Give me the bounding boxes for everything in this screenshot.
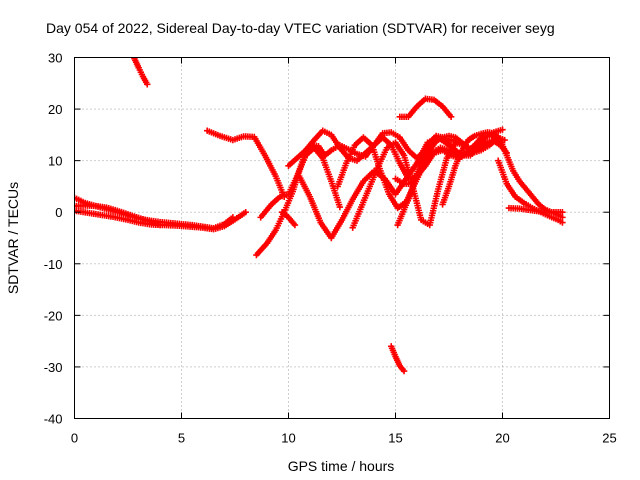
plot-frame [74, 57, 610, 419]
series-markers [388, 343, 408, 375]
y-tick-label: 10 [48, 154, 62, 169]
series-arc-15 [439, 129, 566, 221]
series-markers [74, 202, 164, 229]
series-markers [396, 95, 455, 121]
series-arc-18 [396, 95, 455, 121]
y-axis-label: SDTVAR / TECUs [5, 182, 21, 294]
series-markers [505, 204, 566, 216]
series-arc-19 [388, 343, 408, 375]
x-axis-label: GPS time / hours [288, 458, 395, 474]
x-tick-label: 0 [71, 431, 78, 446]
series-markers [439, 129, 566, 221]
x-tick-label: 5 [178, 431, 185, 446]
y-tick-label: -10 [44, 257, 63, 272]
series-markers [392, 132, 504, 188]
grid [74, 57, 610, 419]
x-tick-label: 25 [602, 431, 616, 446]
series-arc-04 [131, 57, 151, 88]
axis-ticks: 0 5 10 15 20 25 -40 -30 -20 -10 0 10 20 30 [44, 51, 617, 446]
x-tick-label: 20 [495, 431, 509, 446]
chart-title: Day 054 of 2022, Sidereal Day-to-day VTE… [46, 20, 555, 36]
series-line [206, 129, 286, 198]
series-arc-14 [392, 132, 504, 188]
series-markers [278, 209, 299, 229]
y-tick-label: -20 [44, 308, 63, 323]
y-tick-label: 20 [48, 102, 62, 117]
series-arc-05 [203, 127, 288, 200]
y-tick-label: 0 [55, 205, 62, 220]
y-tick-label: 30 [48, 51, 62, 66]
series-arc-17 [505, 204, 566, 216]
series-markers [131, 57, 151, 88]
series-markers [203, 127, 288, 200]
series-group [74, 57, 566, 375]
y-tick-label: -40 [44, 412, 63, 427]
y-tick-label: -30 [44, 360, 63, 375]
series-arc-03 [74, 202, 164, 229]
x-tick-label: 15 [388, 431, 402, 446]
x-tick-label: 10 [281, 431, 295, 446]
series-arc-09 [278, 209, 299, 229]
